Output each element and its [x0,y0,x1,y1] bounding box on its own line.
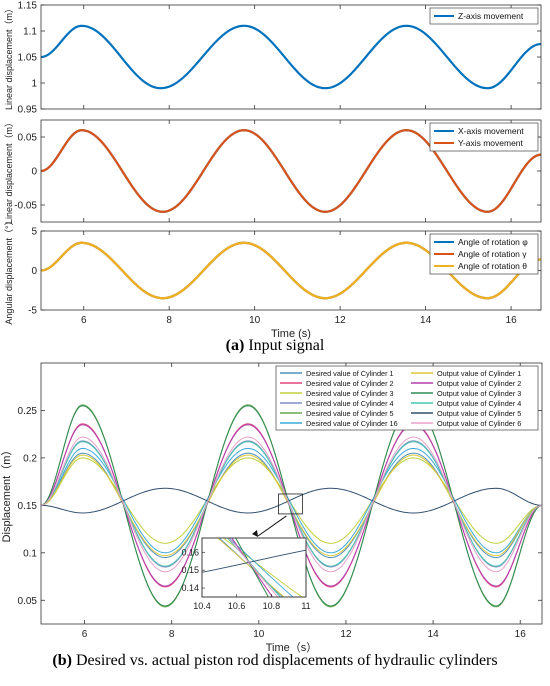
caption-a-label: (a) [225,337,245,354]
inset-frame [201,537,307,598]
x-tick-label: 12 [335,315,347,326]
inset-x-tick-label: 10.6 [228,601,246,611]
y-tick-label: -5 [28,306,37,317]
legend-box [429,7,539,25]
zoom-arrow-head [252,530,258,537]
x-tick-label: 6 [82,629,88,640]
y-tick-label: 0.05 [18,596,38,607]
x-tick-label: 10 [249,315,261,326]
inset-y-tick-label: 0.15 [181,565,199,575]
inset-series-group [202,538,306,597]
caption-b-label: (b) [52,652,72,669]
legend-label: Angle of rotation φ [458,237,528,247]
plot-frame [40,119,542,223]
legend-label: Desired value of Cylinder 4 [306,399,394,408]
legend-label: Output value of Cylinder 6 [437,419,521,428]
y-tick-label: 0.1 [23,548,37,559]
series-line-1 [41,24,541,90]
inset-series-line-9 [235,538,269,597]
caption-a-text: Input signal [248,337,325,354]
y-tick-label: -0.05 [14,201,37,212]
series-group [41,24,541,90]
y-axis-label: Displacement（m） [0,445,13,543]
x-tick-label: 14 [428,629,440,640]
x-tick-label: 16 [515,629,527,640]
legend-label: Output value of Cylinder 4 [437,399,521,408]
legend-label: Angle of rotation θ [458,261,527,271]
series-line-6 [41,447,542,554]
legend-box [429,122,539,152]
y-tick-label: 0 [31,167,37,178]
legend-label: Desired value of Cylinder 16 [306,419,398,428]
inset-series-line-11 [202,549,306,573]
inset-x-tick-label: 10.4 [193,601,211,611]
caption-b: (b) Desired vs. actual piston rod displa… [0,652,550,670]
y-tick-label: 1 [31,79,37,90]
zoom-region-box [278,493,303,515]
panel-a-xy-axis-chart: -0.05 0 0.05 Linear displacement（m） X-axis m… [4,118,542,224]
x-tick-label: 16 [506,315,518,326]
plot-frame [40,230,542,311]
legend-label: Desired value of Cylinder 3 [306,389,394,398]
series-line-3 [41,241,541,300]
legend-label: Desired value of Cylinder 5 [306,409,394,418]
x-tick-label: 14 [420,315,432,326]
series-group [41,129,541,213]
legend-label: Output value of Cylinder 5 [437,409,521,418]
plot-frame [40,4,542,110]
inset-y-tick-label: 0.16 [181,547,199,557]
y-tick-label: 0 [31,266,37,277]
x-axis-label: Time (s) [271,328,311,340]
x-axis-label: Time（s） [266,641,318,654]
x-tick-label: 10 [253,629,265,640]
inset-x-tick-label: 10.8 [263,601,281,611]
x-tick-label: 8 [166,315,172,326]
inset-x-tick-label: 11 [301,601,310,611]
caption-b-text: Desired vs. actual piston rod displaceme… [75,652,498,669]
y-axis-label: Linear displacement（m） [4,4,14,110]
y-axis-label: Angular displacement（°） [4,216,14,324]
panel-a-angle-chart: -5 0 5 6 8 10 12 14 16 Angular displacement（°） Tim… [4,216,542,340]
series-line-12 [41,436,542,573]
y-tick-label: 5 [31,227,37,238]
legend-label: Y-axis movement [458,138,524,148]
y-tick-label: 0.15 [18,501,38,512]
series-line-11 [41,487,542,514]
y-tick-label: 0.05 [18,133,38,144]
legend-label: X-axis movement [458,126,524,136]
caption-a: (a) Input signal [0,337,550,355]
series-line-2 [41,129,541,213]
panel-b-cylinder-chart: 0.05 0.1 0.15 0.2 0.25 6 8 10 12 14 16 Displacement… [0,362,543,654]
y-tick-label: 1.05 [18,53,38,64]
legend-box [275,365,539,431]
legend-label: Output value of Cylinder 2 [437,379,521,388]
inset-series-line-12 [228,538,279,597]
y-tick-label: 1.1 [23,27,37,38]
legend-label: Angle of rotation γ [458,249,527,259]
inset-series-line-10 [226,538,282,597]
x-tick-label: 8 [169,629,175,640]
legend-label: Output value of Cylinder 1 [437,369,521,378]
x-tick-label: 12 [340,629,352,640]
y-tick-label: 0.2 [23,453,37,464]
inset-y-tick-label: 0.14 [181,583,199,593]
legend-label: Desired value of Cylinder 2 [306,379,394,388]
y-tick-label: 0.25 [18,406,38,417]
x-tick-label: 6 [81,315,87,326]
y-tick-label: 1.15 [18,1,38,12]
series-group [41,241,541,300]
legend-label: Desired value of Cylinder 1 [306,369,394,378]
y-axis-label: Linear displacement（m） [4,118,14,224]
legend-label: Z-axis movement [458,11,524,21]
zoom-arrow [257,515,287,537]
legend-label: Output value of Cylinder 3 [437,389,521,398]
panel-a-z-axis-chart: 0.95 1 1.05 1.1 1.15 Linear displacement（m） Z-… [4,1,542,116]
y-tick-label: 0.95 [18,105,38,116]
plot-frame [40,362,543,625]
